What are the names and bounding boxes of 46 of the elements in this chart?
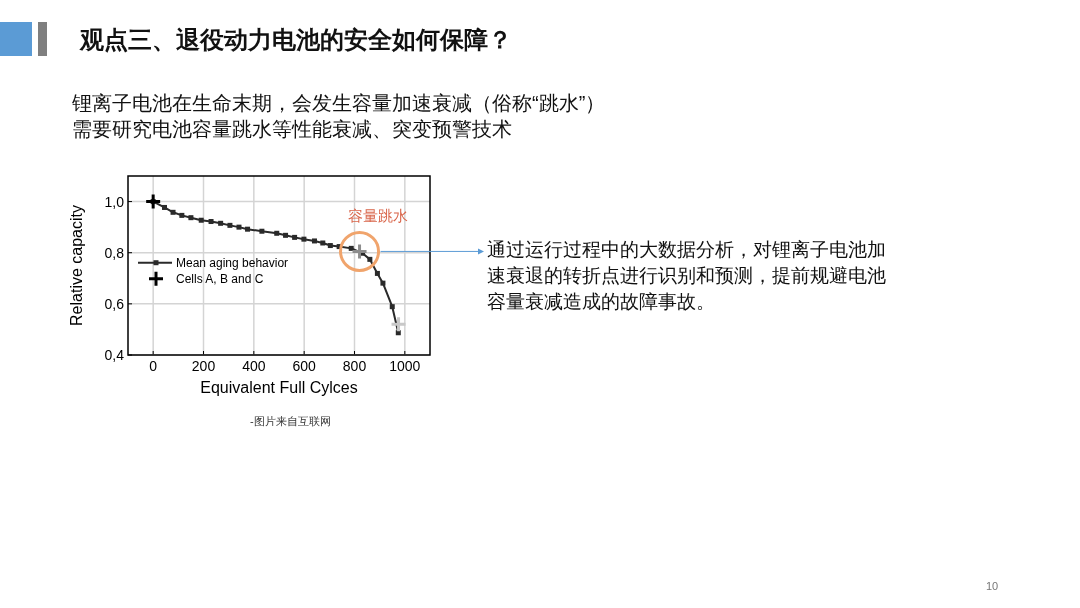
y-tick-label: 0,4 xyxy=(104,347,125,363)
point xyxy=(374,270,380,276)
point xyxy=(245,226,251,232)
point xyxy=(259,228,265,234)
point xyxy=(327,243,333,249)
x-tick-label: 200 xyxy=(191,358,216,374)
point xyxy=(320,240,326,246)
point xyxy=(380,280,386,286)
text: 10 xyxy=(986,580,999,592)
chart-title: 观点三、退役动力电池的安全如何保障？ xyxy=(80,25,512,55)
point xyxy=(179,212,185,218)
point xyxy=(236,224,242,230)
point xyxy=(348,245,354,251)
x-tick-label: 800 xyxy=(342,358,367,374)
point xyxy=(144,193,162,211)
x-axis-title: Equivalent Full Cylces xyxy=(200,379,358,396)
point xyxy=(283,232,289,238)
point xyxy=(161,204,167,210)
legend-label: Mean aging behavior xyxy=(176,256,289,271)
point xyxy=(198,217,204,223)
x-tick-label: 1000 xyxy=(389,358,421,374)
point xyxy=(292,234,298,240)
chart-subtitle: 锂离子电池在生命末期，会发生容量加速衰减（俗称“跳水”） xyxy=(72,91,606,116)
annotation: 容量跳水 xyxy=(347,207,408,226)
point xyxy=(367,256,373,262)
y-tick-label: 0,8 xyxy=(104,244,125,261)
point xyxy=(227,222,233,228)
x-tick-label: 400 xyxy=(242,358,266,374)
point xyxy=(170,209,176,215)
y-tick-label: 0,6 xyxy=(104,295,125,312)
y-axis-title: Relative capacity xyxy=(68,205,85,326)
point xyxy=(274,230,280,236)
y-tick-label: 1,0 xyxy=(104,193,125,210)
point xyxy=(208,219,214,225)
legend-label: Cells A, B and C xyxy=(176,272,264,287)
text: 需要研究电池容量跳水等性能衰减、突变预警技术 xyxy=(72,117,512,142)
x-tick-label: 0 xyxy=(149,358,158,374)
point xyxy=(311,238,317,244)
text: 通过运行过程中的大数据分析，对锂离子电池加速衰退的转折点进行识别和预测，提前规避电池容量衰减造成的故障事故。 xyxy=(487,238,887,314)
x-tick-label: 600 xyxy=(292,358,317,374)
point xyxy=(301,236,307,242)
point xyxy=(390,315,408,333)
point xyxy=(188,215,194,221)
point xyxy=(218,220,224,226)
point xyxy=(389,304,395,310)
text: -图片来自互联网 xyxy=(250,414,331,429)
